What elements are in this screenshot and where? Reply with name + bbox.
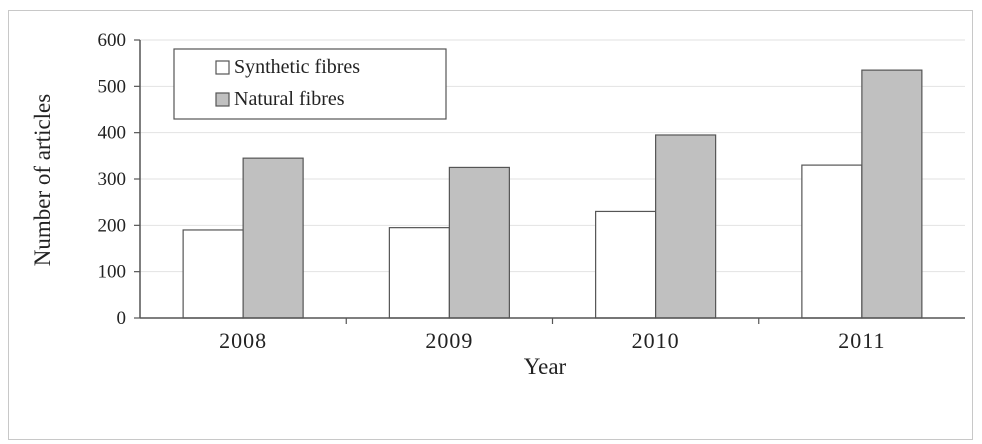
bar-natural-2011 <box>861 69 923 319</box>
axes <box>134 39 965 324</box>
x-axis-title: Year <box>524 354 567 379</box>
y-axis-title: Number of articles <box>30 94 55 266</box>
legend-label-synthetic: Synthetic fibres <box>234 56 360 78</box>
y-tick-label: 0 <box>117 308 127 329</box>
y-tick-labels: 0 100 200 300 400 500 600 <box>98 30 127 329</box>
y-tick-label: 200 <box>98 215 127 236</box>
bar-natural-2008 <box>242 157 304 319</box>
x-tick-label: 2008 <box>219 328 267 353</box>
bars <box>182 69 923 319</box>
y-tick-label: 100 <box>98 262 127 283</box>
y-tick-label: 500 <box>98 76 127 97</box>
legend: Synthetic fibres Natural fibres <box>173 48 447 120</box>
bar-synthetic-2008 <box>182 229 244 319</box>
legend-swatch-natural <box>215 92 230 107</box>
bar-synthetic-2011 <box>801 164 863 319</box>
x-tick-labels: 2008 2009 2010 2011 <box>219 328 885 353</box>
legend-label-natural: Natural fibres <box>234 88 345 110</box>
bar-synthetic-2010 <box>595 210 657 319</box>
x-tick-label: 2009 <box>425 328 473 353</box>
bar-natural-2009 <box>448 166 510 319</box>
y-tick-label: 400 <box>98 123 127 144</box>
y-tick-label: 600 <box>98 30 127 51</box>
x-tick-label: 2011 <box>838 328 885 353</box>
y-tick-label: 300 <box>98 169 127 190</box>
legend-swatch-synthetic <box>215 60 230 75</box>
bar-synthetic-2009 <box>388 227 450 319</box>
x-tick-label: 2010 <box>632 328 680 353</box>
bar-natural-2010 <box>655 134 717 319</box>
